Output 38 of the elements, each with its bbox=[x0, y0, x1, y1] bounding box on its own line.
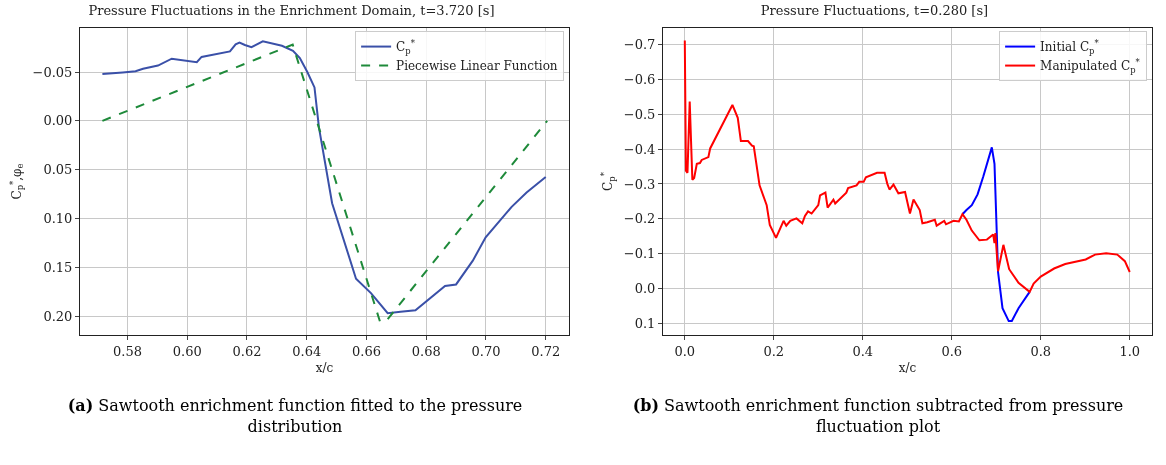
x-axis-title: x/c bbox=[898, 361, 917, 376]
x-tick-label: 0.2 bbox=[763, 343, 785, 359]
line-series bbox=[961, 146, 1031, 323]
y-tick-label: 0.0 bbox=[634, 280, 656, 296]
y-tick-label: −0.05 bbox=[32, 64, 73, 80]
x-tick-label: 0.68 bbox=[411, 343, 441, 359]
x-tick-label: 1.0 bbox=[1119, 343, 1141, 359]
y-tick-label: −0.6 bbox=[623, 72, 656, 88]
y-tick-label: −0.3 bbox=[623, 176, 656, 192]
y-tick-label: −0.5 bbox=[623, 106, 656, 122]
x-tick-label: 0.62 bbox=[232, 343, 262, 359]
y-tick-label: 0.05 bbox=[43, 162, 73, 178]
y-tick-label: 0.20 bbox=[43, 308, 73, 324]
chart-title: Pressure Fluctuations, t=0.280 [s] bbox=[760, 2, 989, 18]
y-tick-label: −0.1 bbox=[623, 246, 656, 262]
y-tick-label: −0.2 bbox=[623, 211, 656, 227]
x-tick-label: 0.4 bbox=[852, 343, 874, 359]
x-tick-label: 0.8 bbox=[1030, 343, 1052, 359]
text: (a) Sawtooth enrichment function fitted to the pressure distribution bbox=[67, 396, 523, 436]
y-tick-label: 0.15 bbox=[43, 260, 73, 276]
y-tick-label: 0.00 bbox=[43, 113, 73, 129]
chart-title: Pressure Fluctuations in the Enrichment Domain, t=3.720 [s] bbox=[88, 2, 495, 18]
y-tick-label: −0.7 bbox=[623, 37, 656, 53]
y-tick-label: 0.1 bbox=[634, 315, 656, 331]
x-tick-label: 0.58 bbox=[113, 343, 142, 359]
x-tick-label: 0.60 bbox=[172, 343, 202, 359]
x-tick-label: 0.66 bbox=[351, 343, 381, 359]
legend-label: Piecewise Linear Function bbox=[396, 59, 558, 74]
x-tick-label: 0.0 bbox=[674, 343, 696, 359]
x-tick-label: 0.70 bbox=[471, 343, 501, 359]
text: (b) Sawtooth enrichment function subtracted from pressure fluctuation plot bbox=[632, 396, 1124, 436]
x-tick-label: 0.72 bbox=[531, 343, 561, 359]
x-tick-label: 0.6 bbox=[941, 343, 963, 359]
y-tick-label: −0.4 bbox=[623, 141, 656, 157]
x-tick-label: 0.64 bbox=[292, 343, 322, 359]
y-tick-label: 0.10 bbox=[43, 211, 73, 227]
x-axis-title: x/c bbox=[315, 361, 334, 376]
line-series bbox=[683, 39, 1131, 293]
